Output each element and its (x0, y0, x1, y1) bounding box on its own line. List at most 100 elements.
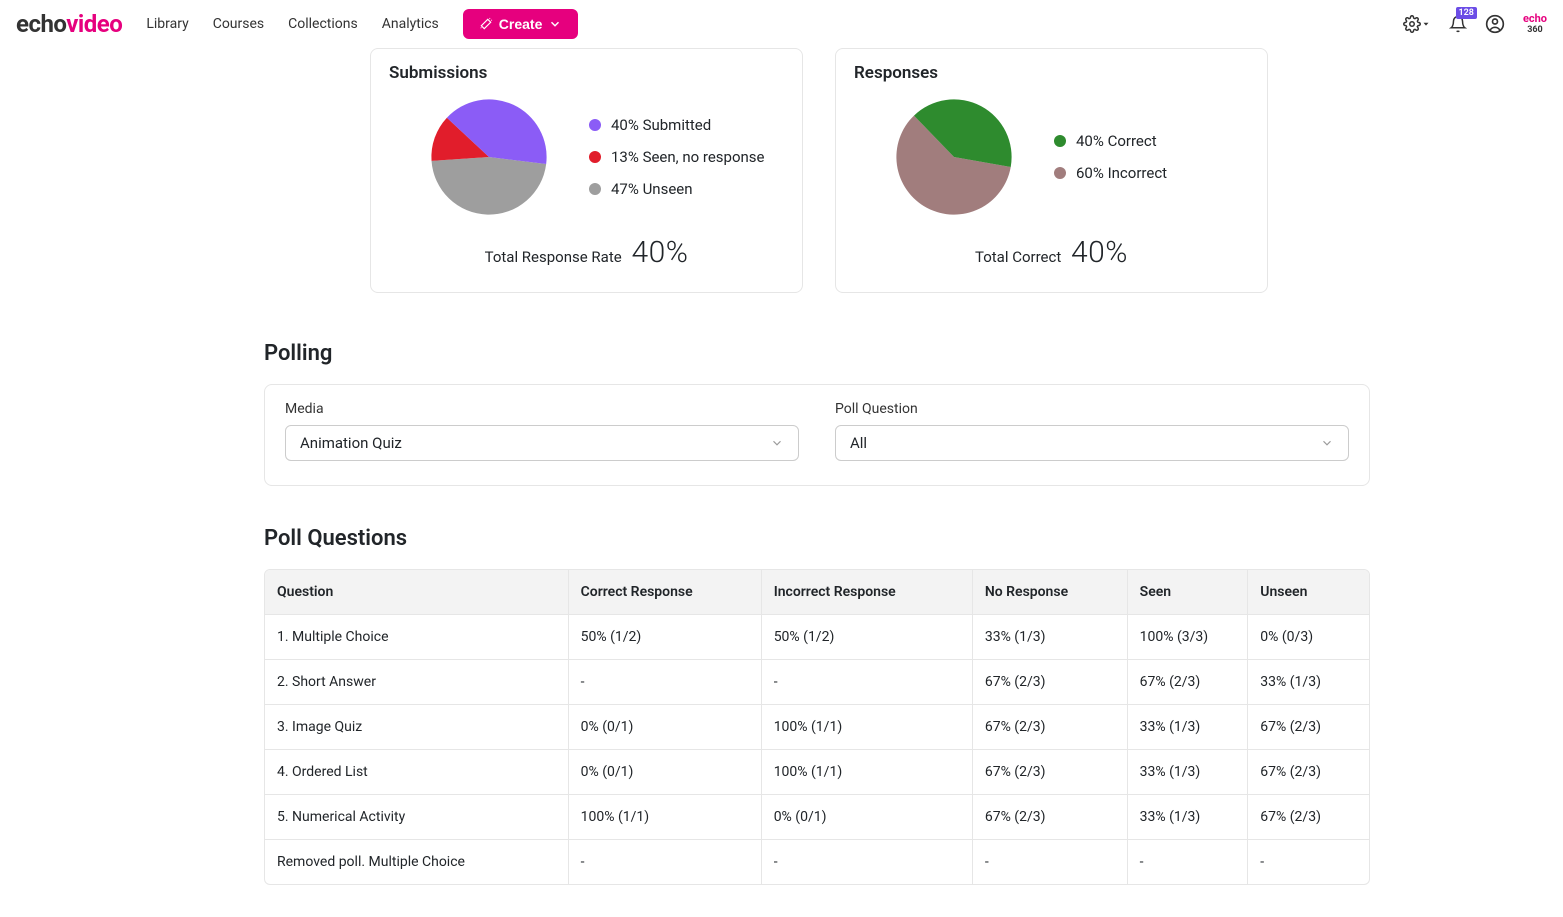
table-cell: 0% (0/1) (569, 750, 762, 795)
chevron-down-icon (770, 436, 784, 450)
nav-links: Library Courses Collections Analytics (146, 16, 438, 32)
submissions-total-value: 40% (631, 235, 688, 270)
legend-label: 40% Correct (1076, 132, 1157, 150)
submissions-card: Submissions 40% Submitted 13% Seen, no re… (370, 48, 803, 293)
main-scroll[interactable]: Submissions 40% Submitted 13% Seen, no re… (0, 48, 1418, 917)
echo360-logo[interactable]: echo 360 (1523, 14, 1547, 34)
table-cell: - (1248, 840, 1369, 884)
chevron-down-icon (1320, 436, 1334, 450)
submissions-total-label: Total Response Rate (485, 248, 622, 266)
table-cell: - (973, 840, 1128, 884)
responses-title: Responses (854, 63, 1249, 83)
user-icon (1485, 14, 1505, 34)
nav-courses[interactable]: Courses (213, 16, 264, 32)
legend-label: 40% Submitted (611, 116, 711, 134)
table-header: Question (265, 570, 569, 615)
table-cell: 67% (2/3) (1248, 750, 1369, 795)
create-label: Create (499, 16, 543, 32)
wand-icon (479, 17, 493, 31)
table-row: 2. Short Answer--67% (2/3)67% (2/3)33% (… (265, 660, 1369, 705)
table-cell: 0% (0/1) (569, 705, 762, 750)
poll-questions-title: Poll Questions (264, 526, 1370, 551)
legend-swatch (1054, 135, 1066, 147)
table-cell: 0% (0/1) (762, 795, 973, 840)
legend-swatch (1054, 167, 1066, 179)
table-cell: 0% (0/3) (1248, 615, 1369, 660)
table-cell: - (1128, 840, 1249, 884)
notifications-button[interactable]: 128 (1449, 15, 1467, 33)
table-row: 1. Multiple Choice50% (1/2)50% (1/2)33% … (265, 615, 1369, 660)
table-cell: 100% (1/1) (762, 705, 973, 750)
responses-total-label: Total Correct (975, 248, 1061, 266)
settings-button[interactable] (1403, 15, 1431, 33)
small-echo: echo (1523, 12, 1547, 25)
legend-swatch (589, 151, 601, 163)
table-cell: 3. Image Quiz (265, 705, 569, 750)
polling-filters: Media Animation Quiz Poll Question All (264, 384, 1370, 486)
table-header: Correct Response (569, 570, 762, 615)
responses-total: Total Correct 40% (854, 235, 1249, 270)
table-cell: 2. Short Answer (265, 660, 569, 705)
account-button[interactable] (1485, 14, 1505, 34)
submissions-total: Total Response Rate 40% (389, 235, 784, 270)
legend-item: 60% Incorrect (1054, 164, 1167, 182)
legend-item: 40% Submitted (589, 116, 765, 134)
table-cell: 67% (2/3) (973, 660, 1128, 705)
submissions-title: Submissions (389, 63, 784, 83)
logo-video: video (66, 10, 122, 38)
legend-swatch (589, 183, 601, 195)
poll-question-value: All (850, 434, 867, 452)
media-value: Animation Quiz (300, 434, 402, 452)
small-360: 360 (1527, 25, 1543, 35)
table-cell: 67% (2/3) (1248, 705, 1369, 750)
table-cell: 33% (1/3) (1128, 750, 1249, 795)
table-header: Incorrect Response (762, 570, 973, 615)
submissions-legend: 40% Submitted 13% Seen, no response 47% Un… (589, 116, 765, 198)
nav-right: 128 echo 360 (1403, 14, 1547, 34)
table-cell: - (569, 660, 762, 705)
table-cell: 100% (1/1) (569, 795, 762, 840)
nav-library[interactable]: Library (146, 16, 188, 32)
logo[interactable]: echovideo (16, 10, 122, 38)
table-row: 5. Numerical Activity100% (1/1)0% (0/1)6… (265, 795, 1369, 840)
table-cell: 67% (2/3) (1248, 795, 1369, 840)
submissions-pie (429, 97, 549, 217)
table-header-row: QuestionCorrect ResponseIncorrect Respon… (265, 570, 1369, 615)
nav-collections[interactable]: Collections (288, 16, 358, 32)
top-nav: echovideo Library Courses Collections An… (0, 0, 1563, 48)
responses-card: Responses 40% Correct 60% Incorrect Total… (835, 48, 1268, 293)
table-cell: 100% (3/3) (1128, 615, 1249, 660)
polling-title: Polling (264, 341, 1370, 366)
poll-question-label: Poll Question (835, 401, 1349, 417)
table-cell: 67% (2/3) (973, 795, 1128, 840)
responses-legend: 40% Correct 60% Incorrect (1054, 132, 1167, 182)
media-label: Media (285, 401, 799, 417)
table-cell: 33% (1/3) (1128, 705, 1249, 750)
media-select[interactable]: Animation Quiz (285, 425, 799, 461)
table-cell: 1. Multiple Choice (265, 615, 569, 660)
legend-item: 47% Unseen (589, 180, 765, 198)
table-header: Unseen (1248, 570, 1369, 615)
table-cell: 100% (1/1) (762, 750, 973, 795)
table-cell: 33% (1/3) (1248, 660, 1369, 705)
table-cell: 33% (1/3) (1128, 795, 1249, 840)
create-button[interactable]: Create (463, 9, 579, 39)
nav-analytics[interactable]: Analytics (382, 16, 439, 32)
poll-question-select[interactable]: All (835, 425, 1349, 461)
table-row: Removed poll. Multiple Choice----- (265, 840, 1369, 884)
legend-item: 13% Seen, no response (589, 148, 765, 166)
legend-label: 13% Seen, no response (611, 148, 765, 166)
table-cell: - (762, 840, 973, 884)
table-cell: - (762, 660, 973, 705)
legend-swatch (589, 119, 601, 131)
caret-down-icon (1421, 19, 1431, 29)
table-header: Seen (1128, 570, 1249, 615)
poll-questions-table: QuestionCorrect ResponseIncorrect Respon… (264, 569, 1370, 885)
table-cell: 67% (2/3) (973, 705, 1128, 750)
table-cell: 67% (2/3) (973, 750, 1128, 795)
responses-total-value: 40% (1071, 235, 1128, 270)
table-cell: 4. Ordered List (265, 750, 569, 795)
table-cell: 67% (2/3) (1128, 660, 1249, 705)
chevron-down-icon (548, 17, 562, 31)
responses-pie (894, 97, 1014, 217)
